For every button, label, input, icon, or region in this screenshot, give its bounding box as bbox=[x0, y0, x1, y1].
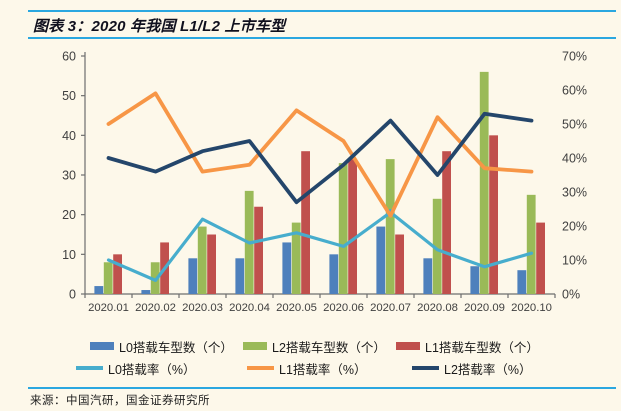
bar-bar_green-2020.03 bbox=[197, 226, 207, 294]
x-axis-label: 2020.08 bbox=[417, 302, 458, 314]
line-line_cyan bbox=[106, 210, 534, 282]
footer-rule bbox=[28, 387, 616, 389]
bar-bar_green-2020.09 bbox=[479, 71, 489, 294]
bar-bar_red-2020.09 bbox=[489, 135, 498, 294]
bar-bar_blue-2020.06 bbox=[329, 254, 339, 294]
legend-item: L2搭载率（%） bbox=[412, 359, 532, 377]
bar-bar_green-2020.10 bbox=[526, 194, 536, 294]
bar-bar_blue-2020.04 bbox=[235, 258, 245, 294]
bar-bar_blue-2020.02 bbox=[141, 290, 151, 294]
bar-bar_blue-2020.09 bbox=[470, 266, 480, 294]
legend-swatch-line_cyan bbox=[76, 366, 103, 370]
legend-swatch-line_orange bbox=[247, 366, 274, 370]
x-axis-label: 2020.05 bbox=[276, 302, 317, 314]
y-axis-label: 20 bbox=[62, 208, 76, 222]
bar-bar_green-2020.05 bbox=[291, 222, 301, 294]
x-axis-label: 2020.09 bbox=[464, 302, 505, 314]
y2-axis-label: 60% bbox=[562, 84, 587, 98]
bar-bar_green-2020.06 bbox=[338, 163, 348, 294]
legend-label: L2搭载车型数（个） bbox=[272, 340, 386, 355]
bar-bar_red-2020.10 bbox=[536, 222, 545, 294]
bar-bar_red-2020.06 bbox=[348, 159, 357, 294]
title-underline-rule bbox=[28, 37, 616, 39]
y-axis-label: 40 bbox=[62, 129, 76, 143]
legend-swatch-bar_blue bbox=[90, 342, 114, 350]
y2-axis-label: 10% bbox=[562, 254, 587, 268]
bar-bar_red-2020.07 bbox=[395, 234, 404, 294]
x-axis-label: 2020.10 bbox=[511, 302, 552, 314]
x-axis-label: 2020.06 bbox=[323, 302, 364, 314]
y-axis-label: 0 bbox=[69, 288, 76, 302]
legend-label: L0搭载率（%） bbox=[108, 362, 196, 377]
x-axis-label: 2020.02 bbox=[135, 302, 176, 314]
legend-item: L1搭载率（%） bbox=[247, 359, 367, 377]
combo-chart: 0 10 20 30 40 50 60 0% 10% 20% 30% 40% 50% 60% 70% 2020… bbox=[62, 50, 587, 315]
bar-bar_blue-2020.07 bbox=[376, 226, 386, 294]
legend-item: L0搭载率（%） bbox=[76, 359, 196, 377]
legend-row-lines: L0搭载率（%） L1搭载率（%） L2搭载率（%） bbox=[0, 359, 621, 377]
legend-swatch-bar_red bbox=[396, 342, 420, 350]
legend-label: L0搭载车型数（个） bbox=[119, 340, 233, 355]
bar-bar_blue-2020.03 bbox=[188, 258, 198, 294]
bar-bar_red-2020.04 bbox=[254, 206, 263, 294]
chart-title: 图表 3：2020 年我国 L1/L2 上市车型 bbox=[33, 18, 286, 35]
y2-axis-label: 40% bbox=[562, 152, 587, 166]
y2-axis-label: 30% bbox=[562, 186, 587, 200]
bar-bar_green-2020.08 bbox=[432, 198, 442, 294]
bar-bar_blue-2020.01 bbox=[94, 286, 104, 294]
y2-axis-label: 50% bbox=[562, 118, 587, 132]
line-line_orange bbox=[106, 91, 534, 218]
y-axis-label: 60 bbox=[62, 50, 76, 64]
x-axis-label: 2020.03 bbox=[182, 302, 223, 314]
bar-bar_green-2020.02 bbox=[150, 262, 160, 294]
line-line_navy bbox=[106, 111, 534, 205]
legend-label: L2搭载率（%） bbox=[444, 362, 532, 377]
x-axis-label: 2020.07 bbox=[370, 302, 411, 314]
y2-axis-label: 70% bbox=[562, 50, 587, 64]
x-axis-label: 2020.04 bbox=[229, 302, 270, 314]
bar-bar_red-2020.01 bbox=[113, 254, 122, 294]
y-axis-label: 50 bbox=[62, 89, 76, 103]
legend-item: L0搭载车型数（个） bbox=[90, 337, 233, 355]
legend-swatch-bar_green bbox=[243, 342, 267, 350]
bar-bar_blue-2020.10 bbox=[517, 270, 527, 294]
source-text: 来源：中国汽研，国金证券研究所 bbox=[30, 395, 210, 407]
bar-bar_red-2020.05 bbox=[301, 151, 310, 294]
legend-label: L1搭载车型数（个） bbox=[425, 340, 539, 355]
bar-bar_blue-2020.05 bbox=[282, 242, 292, 294]
bar-bar_green-2020.07 bbox=[385, 159, 395, 294]
legend-label: L1搭载率（%） bbox=[279, 362, 367, 377]
bar-bar_red-2020.03 bbox=[207, 234, 216, 294]
legend-item: L2搭载车型数（个） bbox=[243, 337, 386, 355]
y-axis-label: 30 bbox=[62, 169, 76, 183]
bar-bar_blue-2020.08 bbox=[423, 258, 433, 294]
x-axis-label: 2020.01 bbox=[88, 302, 129, 314]
legend-swatch-line_navy bbox=[412, 366, 439, 370]
bar-bar_green-2020.01 bbox=[103, 262, 113, 294]
y-axis-label: 10 bbox=[62, 248, 76, 262]
y2-axis-label: 0% bbox=[562, 288, 580, 302]
y2-axis-label: 20% bbox=[562, 220, 587, 234]
bar-bar_red-2020.08 bbox=[442, 151, 451, 294]
legend-row-bars: L0搭载车型数（个） L2搭载车型数（个） L1搭载车型数（个） bbox=[0, 337, 621, 355]
legend-item: L1搭载车型数（个） bbox=[396, 337, 539, 355]
top-rule bbox=[28, 10, 616, 12]
